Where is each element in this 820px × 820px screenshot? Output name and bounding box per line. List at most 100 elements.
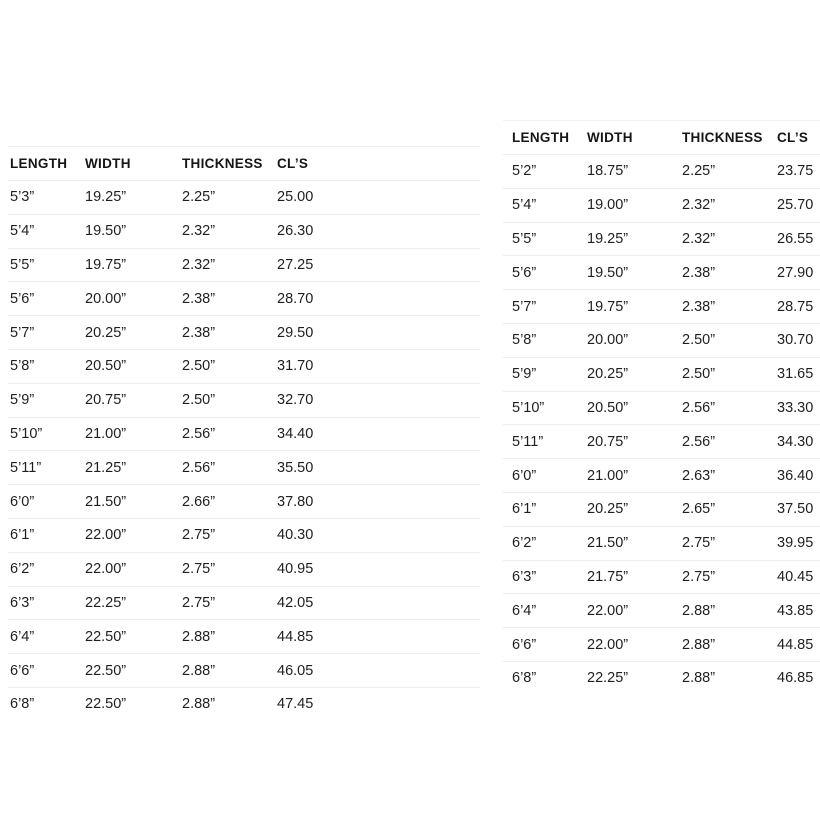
table-row: 6’6” 22.50” 2.88” 46.05 xyxy=(8,654,480,688)
table-row: 5’9” 20.25” 2.50” 31.65 xyxy=(503,358,820,392)
table-cell: 46.85 xyxy=(777,670,814,687)
table-row: 5’10” 21.00” 2.56” 34.40 xyxy=(8,418,480,452)
table-cell: 20.25” xyxy=(587,501,629,518)
table-cell: 5’4” xyxy=(10,223,35,240)
table-cell: 29.50 xyxy=(277,324,314,341)
table-cell: 31.70 xyxy=(277,358,314,375)
table-row: 5’8” 20.00” 2.50” 30.70 xyxy=(503,324,820,358)
table-cell: 25.70 xyxy=(777,197,814,214)
table-row: 6’0” 21.50” 2.66” 37.80 xyxy=(8,485,480,519)
table-cell: 30.70 xyxy=(777,332,814,349)
table-row: 5’10” 20.50” 2.56” 33.30 xyxy=(503,392,820,426)
table-cell: 28.75 xyxy=(777,298,814,315)
table-cell: 19.25” xyxy=(587,230,629,247)
table-cell: 19.00” xyxy=(587,197,629,214)
table-cell: 40.30 xyxy=(277,527,314,544)
table-cell: 22.00” xyxy=(587,636,629,653)
table-cell: 25.00 xyxy=(277,189,314,206)
size-chart-table-left: LENGTH WIDTH THICKNESS CL’S 5’3” 19.25” 2.25”… xyxy=(8,146,480,721)
table-cell: 5’6” xyxy=(10,290,35,307)
table-cell: 19.50” xyxy=(587,264,629,281)
table-cell: 2.50” xyxy=(182,392,216,409)
table-cell: 6’6” xyxy=(512,636,537,653)
table-cell: 5’7” xyxy=(10,324,35,341)
table-cell: 2.75” xyxy=(682,535,716,552)
table-cell: 22.00” xyxy=(587,602,629,619)
table-cell: 18.75” xyxy=(587,163,629,180)
table-row: 6’4” 22.00” 2.88” 43.85 xyxy=(503,594,820,629)
table-cell: 34.30 xyxy=(777,433,814,450)
table-row: 6’2” 22.00” 2.75” 40.95 xyxy=(8,553,480,587)
table-row: 5’2” 18.75” 2.25” 23.75 xyxy=(503,155,820,189)
table-cell: 6’3” xyxy=(10,594,35,611)
table-cell: 2.88” xyxy=(182,628,216,645)
table-cell: 2.38” xyxy=(682,264,716,281)
table-cell: 2.50” xyxy=(682,332,716,349)
table-cell: 20.50” xyxy=(587,399,629,416)
table-cell: 5’4” xyxy=(512,197,537,214)
table-cell: 2.65” xyxy=(682,501,716,518)
table-cell: 22.50” xyxy=(85,696,127,713)
table-cell: 2.88” xyxy=(682,636,716,653)
table-cell: 47.45 xyxy=(277,696,314,713)
table-cell: 19.75” xyxy=(85,256,127,273)
table-cell: 2.32” xyxy=(182,256,216,273)
table-cell: 2.38” xyxy=(182,324,216,341)
table-row: 6’3” 21.75” 2.75” 40.45 xyxy=(503,561,820,595)
table-cell: 34.40 xyxy=(277,425,314,442)
table-cell: 20.75” xyxy=(85,392,127,409)
table-cell: 2.50” xyxy=(682,366,716,383)
table-cell: 6’2” xyxy=(10,561,35,578)
table-cell: 5’6” xyxy=(512,264,537,281)
table-cell: 40.95 xyxy=(277,561,314,578)
table-cell: 6’1” xyxy=(10,527,35,544)
table-cell: 2.38” xyxy=(182,290,216,307)
table-cell: 6’4” xyxy=(512,602,537,619)
table-cell: 33.30 xyxy=(777,399,814,416)
table-cell: 21.00” xyxy=(85,425,127,442)
table-cell: 6’2” xyxy=(512,535,537,552)
table-cell: 35.50 xyxy=(277,459,314,476)
table-cell: 22.00” xyxy=(85,561,127,578)
column-header: WIDTH xyxy=(85,156,131,171)
table-row: 6’0” 21.00” 2.63” 36.40 xyxy=(503,459,820,493)
table-cell: 6’0” xyxy=(512,467,537,484)
table-row: 5’7” 20.25” 2.38” 29.50 xyxy=(8,316,480,350)
table-cell: 20.25” xyxy=(85,324,127,341)
table-cell: 5’8” xyxy=(512,332,537,349)
table-row: 5’9” 20.75” 2.50” 32.70 xyxy=(8,384,480,418)
column-header: CL’S xyxy=(277,156,309,171)
column-header: THICKNESS xyxy=(182,156,263,171)
table-cell: 27.90 xyxy=(777,264,814,281)
table-cell: 44.85 xyxy=(277,628,314,645)
column-header: LENGTH xyxy=(512,130,570,145)
table-row: 6’1” 20.25” 2.65” 37.50 xyxy=(503,493,820,527)
table-cell: 20.75” xyxy=(587,433,629,450)
column-header: CL’S xyxy=(777,130,809,145)
table-body: 5’3” 19.25” 2.25” 25.00 5’4” 19.50” 2.32” 26.30… xyxy=(8,181,480,721)
table-row: 5’8” 20.50” 2.50” 31.70 xyxy=(8,350,480,384)
table-cell: 2.88” xyxy=(682,602,716,619)
table-cell: 2.88” xyxy=(182,696,216,713)
table-cell: 5’3” xyxy=(10,189,35,206)
table-cell: 2.32” xyxy=(182,223,216,240)
table-cell: 5’8” xyxy=(10,358,35,375)
table-cell: 2.25” xyxy=(682,163,716,180)
table-row: 6’1” 22.00” 2.75” 40.30 xyxy=(8,519,480,553)
table-cell: 28.70 xyxy=(277,290,314,307)
table-cell: 21.00” xyxy=(587,467,629,484)
table-cell: 2.66” xyxy=(182,493,216,510)
table-cell: 2.75” xyxy=(182,561,216,578)
table-row: 6’3” 22.25” 2.75” 42.05 xyxy=(8,587,480,621)
table-cell: 23.75 xyxy=(777,163,814,180)
table-cell: 5’10” xyxy=(10,425,43,442)
table-cell: 21.25” xyxy=(85,459,127,476)
table-cell: 20.00” xyxy=(587,332,629,349)
table-cell: 27.25 xyxy=(277,256,314,273)
table-cell: 26.55 xyxy=(777,230,814,247)
table-cell: 6’4” xyxy=(10,628,35,645)
table-cell: 40.45 xyxy=(777,568,814,585)
table-cell: 31.65 xyxy=(777,366,814,383)
table-cell: 5’9” xyxy=(512,366,537,383)
table-row: 5’6” 19.50” 2.38” 27.90 xyxy=(503,256,820,291)
